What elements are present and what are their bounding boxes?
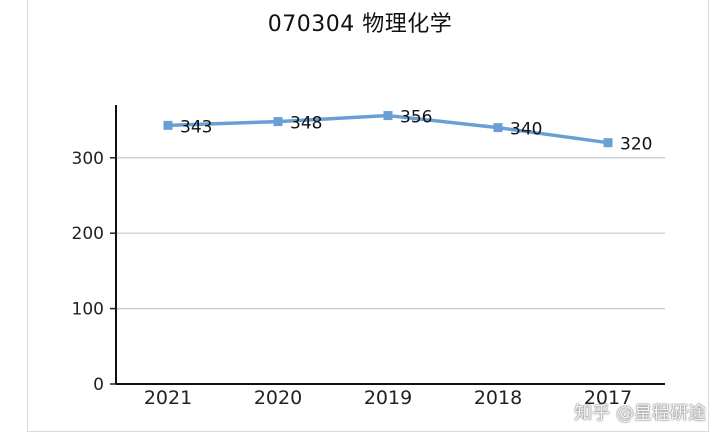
- data-point: [603, 138, 613, 148]
- chart-title: 070304 物理化学: [267, 12, 453, 37]
- x-tick-label: 2018: [474, 387, 522, 409]
- data-point: [163, 120, 173, 130]
- gridlines: [116, 157, 665, 310]
- y-axis-ticks: 0 100 200 300: [72, 149, 116, 395]
- series: [163, 111, 613, 148]
- axes: [115, 105, 665, 385]
- x-tick-label: 2019: [364, 387, 412, 409]
- y-tick-label: 0: [93, 375, 104, 395]
- data-labels: 343 348 356 340 320: [180, 108, 652, 155]
- x-tick-label: 2020: [254, 387, 302, 409]
- data-label: 340: [510, 120, 542, 140]
- data-point: [273, 117, 283, 127]
- y-tick-label: 200: [72, 224, 104, 244]
- x-tick-label: 2021: [144, 387, 192, 409]
- data-point: [383, 111, 393, 121]
- data-label: 343: [180, 117, 212, 137]
- watermark: 知乎 @星程研途: [574, 403, 706, 424]
- y-tick-label: 100: [72, 300, 104, 320]
- data-label: 356: [400, 108, 432, 128]
- x-tick-label: 2017: [584, 387, 632, 409]
- data-label: 320: [620, 135, 652, 155]
- x-axis-ticks: 2021 2020 2019 2018 2017: [144, 387, 632, 409]
- y-tick-label: 300: [72, 149, 104, 169]
- data-point: [493, 123, 503, 133]
- data-label: 348: [290, 114, 322, 134]
- chart-frame: [27, 0, 709, 432]
